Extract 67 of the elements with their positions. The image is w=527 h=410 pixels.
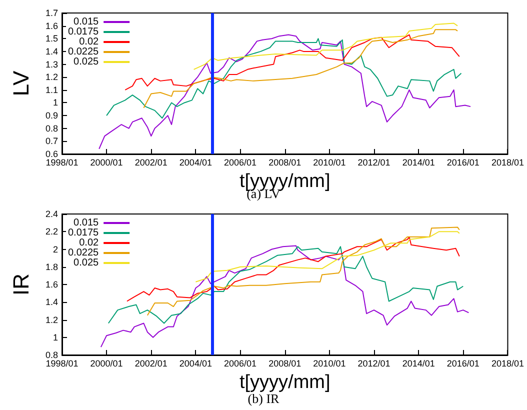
x-tick-label: 2010/01: [313, 358, 346, 368]
y-tick-label: 1.3: [45, 59, 58, 70]
y-axis-title: IR: [8, 274, 34, 296]
legend-label: 0.0225: [68, 46, 100, 58]
y-tick-label: 2.2: [45, 226, 58, 237]
y-tick-label: 1.4: [45, 297, 58, 308]
legend-label: 0.0175: [68, 228, 100, 238]
x-tick-label: 2000/01: [90, 358, 123, 368]
y-tick-label: 1.7: [45, 8, 58, 18]
line-series: [193, 22, 458, 70]
x-tick-label: 2012/01: [358, 358, 390, 368]
y-tick-label: 1.6: [45, 20, 58, 31]
x-tick-label: 2014/01: [402, 158, 435, 168]
line-series: [108, 246, 464, 324]
y-tick-label: 0.9: [45, 110, 58, 121]
line-series: [98, 34, 472, 150]
y-tick-label: 1: [52, 332, 58, 342]
x-tick-label: 2002/01: [134, 158, 168, 168]
x-tick-label: 2008/01: [268, 158, 302, 168]
x-tick-label: 1998/01: [46, 158, 78, 168]
x-tick-label: 2012/01: [358, 158, 390, 168]
x-tick-label: 2006/01: [224, 158, 257, 168]
line-series: [100, 245, 470, 348]
y-tick-label: 1.1: [45, 84, 58, 95]
x-tick-label: 2006/01: [224, 358, 257, 368]
y-tick-label: 1.2: [45, 72, 58, 82]
x-tick-label: 2010/01: [313, 158, 346, 168]
line-series: [143, 29, 458, 108]
line-series: [146, 226, 460, 316]
y-axis-title: LV: [8, 70, 34, 96]
text: (b) IR: [248, 391, 280, 406]
legend-label: 0.015: [74, 218, 100, 228]
x-tick-label: 2004/01: [179, 358, 212, 368]
y-tick-label: 1.8: [45, 262, 58, 272]
legend-label: 0.02: [79, 36, 100, 48]
x-tick-label: 2008/01: [268, 358, 302, 368]
line-series: [195, 231, 460, 282]
legend-label: 0.025: [74, 56, 100, 68]
x-tick-label: 2002/01: [134, 358, 168, 368]
legend-label: 0.025: [74, 258, 100, 268]
legend-label: 0.02: [79, 238, 100, 248]
x-tick-label: 2016/01: [446, 158, 480, 168]
y-tick-label: 0.8: [45, 123, 58, 134]
legend-label: 0.0225: [68, 248, 100, 258]
x-tick-label: 2018/01: [491, 158, 524, 168]
line-series: [106, 38, 462, 119]
y-tick-label: 0.8: [45, 350, 58, 360]
legend-label: 0.0175: [68, 26, 100, 38]
legend-label: 0.015: [74, 16, 100, 28]
x-tick-label: 2016/01: [446, 358, 480, 368]
y-tick-label: 0.6: [45, 149, 58, 159]
y-tick-label: 1.6: [45, 280, 58, 290]
y-tick-label: 2: [52, 244, 58, 254]
x-tick-label: 2018/01: [491, 358, 524, 368]
y-tick-label: 1.5: [45, 34, 58, 44]
x-tick-label: 1998/01: [46, 358, 78, 368]
x-tick-label: 2004/01: [179, 158, 212, 168]
x-axis-title: t[yyyy/mm]: [239, 372, 330, 393]
x-tick-label: 2000/01: [90, 158, 123, 168]
line-series: [126, 236, 460, 302]
x-tick-label: 2014/01: [402, 358, 435, 368]
y-tick-label: 0.7: [45, 136, 58, 146]
y-tick-label: 1.4: [45, 46, 58, 56]
y-tick-label: 1: [52, 98, 58, 108]
y-tick-label: 2.4: [45, 209, 58, 219]
line-series: [124, 34, 460, 90]
y-tick-label: 1.2: [45, 314, 58, 325]
